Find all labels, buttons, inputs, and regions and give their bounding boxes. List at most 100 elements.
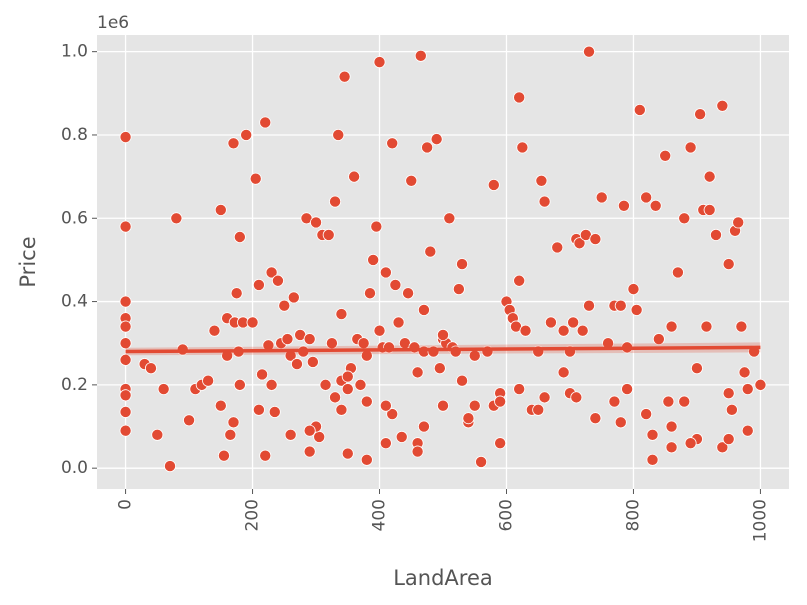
data-point: [614, 416, 627, 429]
data-point: [583, 299, 596, 312]
data-point: [567, 316, 580, 329]
data-point: [144, 362, 157, 375]
data-point: [538, 195, 551, 208]
data-point: [306, 355, 319, 368]
data-point: [678, 395, 691, 408]
data-point: [183, 414, 196, 427]
data-point: [630, 303, 643, 316]
data-point: [373, 324, 386, 337]
data-point: [722, 387, 735, 400]
data-point: [170, 212, 183, 225]
data-point: [456, 374, 469, 387]
data-point: [252, 278, 265, 291]
data-point: [678, 212, 691, 225]
data-point: [338, 70, 351, 83]
data-point: [332, 128, 345, 141]
data-point: [436, 399, 449, 412]
data-point: [433, 362, 446, 375]
data-point: [627, 283, 640, 296]
data-point: [411, 445, 424, 458]
data-point: [335, 308, 348, 321]
x-tick-label: 0: [116, 499, 136, 510]
data-point: [386, 137, 399, 150]
data-point: [341, 383, 354, 396]
data-point: [722, 258, 735, 271]
data-point: [468, 399, 481, 412]
data-point: [119, 389, 132, 402]
data-point: [456, 258, 469, 271]
data-point: [240, 128, 253, 141]
data-point: [310, 216, 323, 229]
data-point: [741, 424, 754, 437]
data-point: [417, 303, 430, 316]
data-point: [646, 428, 659, 441]
data-point: [379, 399, 392, 412]
data-point: [164, 460, 177, 473]
x-tick-label: 800: [623, 499, 643, 531]
data-point: [716, 441, 729, 454]
data-point: [268, 405, 281, 418]
data-point: [646, 453, 659, 466]
data-point: [665, 420, 678, 433]
data-point: [573, 237, 586, 250]
data-point: [665, 441, 678, 454]
data-point: [360, 453, 373, 466]
data-point: [443, 212, 456, 225]
y-offset-label: 1e6: [97, 13, 129, 33]
data-point: [417, 420, 430, 433]
data-point: [487, 178, 500, 191]
data-point: [157, 383, 170, 396]
x-axis-ticks: 0 200 400 600 800 1000: [116, 489, 770, 542]
data-point: [640, 191, 653, 204]
data-point: [252, 403, 265, 416]
y-tick-label: 0.0: [61, 458, 88, 478]
gridlines: [97, 35, 789, 489]
data-point: [202, 374, 215, 387]
data-point: [754, 378, 767, 391]
regression-line: [125, 342, 761, 356]
data-point: [367, 253, 380, 266]
data-point: [652, 333, 665, 346]
data-point: [119, 295, 132, 308]
data-point: [151, 428, 164, 441]
data-point: [389, 278, 402, 291]
data-point: [119, 220, 132, 233]
data-point: [386, 408, 399, 421]
data-point: [341, 447, 354, 460]
data-point: [570, 391, 583, 404]
data-point: [119, 353, 132, 366]
data-point: [424, 245, 437, 258]
data-point: [322, 228, 335, 241]
data-point: [595, 191, 608, 204]
data-point: [303, 424, 316, 437]
data-point: [256, 368, 269, 381]
data-point: [659, 149, 672, 162]
data-point: [265, 266, 278, 279]
data-point: [716, 99, 729, 112]
data-point: [513, 383, 526, 396]
data-point: [633, 103, 646, 116]
data-point: [475, 455, 488, 468]
data-point: [363, 287, 376, 300]
data-point: [694, 108, 707, 121]
data-point: [738, 366, 751, 379]
data-point: [214, 203, 227, 216]
data-point: [329, 391, 342, 404]
data-point: [690, 362, 703, 375]
data-point: [319, 378, 332, 391]
data-point: [335, 403, 348, 416]
data-point: [395, 430, 408, 443]
data-point: [665, 320, 678, 333]
y-tick-label: 0.4: [61, 292, 88, 312]
data-point: [709, 228, 722, 241]
data-point: [538, 391, 551, 404]
data-point: [230, 287, 243, 300]
data-point: [284, 428, 297, 441]
data-point: [249, 172, 262, 185]
data-point: [576, 324, 589, 337]
data-point: [227, 137, 240, 150]
data-point: [640, 408, 653, 421]
data-point: [119, 424, 132, 437]
data-point: [494, 437, 507, 450]
